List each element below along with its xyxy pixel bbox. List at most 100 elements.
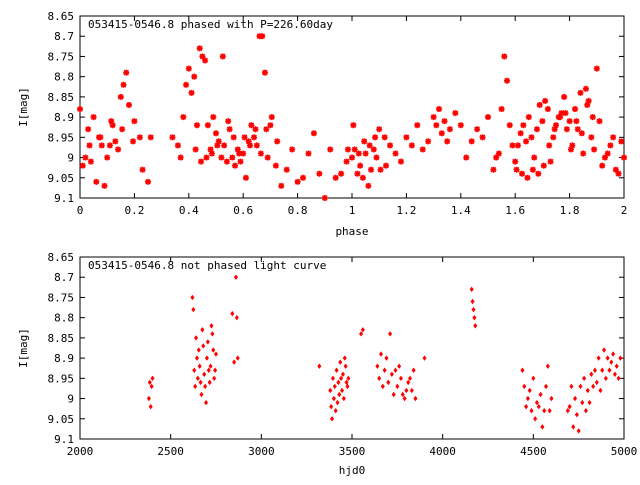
phased-data-points: [77, 33, 627, 201]
phased-data-point: [599, 162, 606, 169]
phased-data-point: [332, 174, 339, 181]
phased-data-point: [82, 154, 89, 161]
unphased-data-point: [533, 416, 538, 422]
unphased-y-axis-label: I[mag]: [17, 328, 30, 368]
phased-data-point: [93, 178, 100, 185]
unphased-data-point: [386, 379, 391, 386]
phased-light-curve-chart: 053415-0546.8 phased with P=226.60day ph…: [17, 10, 627, 238]
phased-data-point: [546, 142, 553, 149]
phased-data-point: [263, 126, 270, 133]
phased-data-point: [618, 138, 625, 145]
unphased-data-point: [522, 383, 527, 390]
phased-data-point: [192, 146, 199, 153]
phased-data-point: [289, 146, 296, 153]
unphased-data-point: [527, 387, 532, 394]
phased-data-point: [253, 142, 260, 149]
phased-data-point: [97, 134, 104, 141]
phased-data-point: [433, 122, 440, 129]
unphased-x-tick-label: 4000: [429, 445, 456, 458]
phased-y-tick-label: 8.65: [48, 10, 75, 23]
phased-data-point: [257, 150, 264, 157]
unphased-data-point: [195, 375, 200, 382]
unphased-data-point: [413, 395, 418, 402]
phased-y-tick-label: 9.1: [54, 192, 74, 205]
phased-data-point: [236, 150, 243, 157]
phased-data-point: [123, 69, 130, 76]
unphased-data-point: [589, 371, 594, 377]
phased-data-point: [221, 142, 228, 149]
phased-data-point: [104, 154, 111, 161]
unphased-data-point: [200, 327, 205, 333]
phased-data-point: [479, 134, 486, 141]
unphased-data-point: [471, 306, 476, 313]
phased-data-point: [408, 142, 415, 149]
unphased-x-tick-label: 3500: [339, 445, 366, 458]
unphased-data-point: [191, 306, 196, 313]
phased-data-point: [87, 158, 94, 165]
phased-data-point: [305, 150, 312, 157]
phased-x-tick-label: 0.4: [179, 204, 199, 217]
unphased-data-point: [233, 274, 238, 280]
unphased-data-point: [393, 367, 398, 373]
phased-data-point: [267, 122, 274, 129]
phased-data-point: [444, 138, 451, 145]
unphased-y-tick-label: 8.85: [48, 332, 75, 345]
unphased-data-point: [330, 416, 335, 422]
unphased-data-point: [232, 359, 237, 365]
phased-x-axis-label: phase: [335, 225, 368, 238]
unphased-data-point: [409, 387, 414, 394]
phased-data-point: [596, 118, 603, 125]
phased-data-point: [357, 162, 364, 169]
unphased-data-point: [612, 371, 617, 377]
phased-data-point: [558, 110, 565, 117]
unphased-data-point: [400, 391, 405, 398]
unphased-data-point: [329, 403, 334, 410]
phased-data-point: [321, 195, 328, 201]
phased-data-point: [218, 154, 225, 161]
phased-data-point: [490, 166, 497, 173]
unphased-data-point: [333, 407, 338, 414]
phased-data-point: [202, 57, 209, 64]
unphased-data-point: [208, 363, 213, 369]
unphased-data-point: [199, 391, 204, 398]
unphased-data-point: [204, 399, 209, 406]
phased-data-point: [425, 138, 432, 145]
unphased-data-point: [360, 327, 365, 333]
phased-data-point: [536, 101, 543, 108]
phased-data-point: [441, 118, 448, 125]
phased-data-point: [77, 106, 83, 113]
unphased-data-point: [391, 391, 396, 398]
unphased-data-points: [146, 274, 623, 434]
phased-data-point: [533, 126, 540, 133]
phased-data-point: [300, 174, 307, 181]
phased-data-point: [463, 154, 470, 161]
unphased-y-tick-label: 8.7: [54, 271, 74, 284]
unphased-data-point: [583, 407, 588, 414]
phased-data-point: [368, 166, 375, 173]
phased-data-point: [615, 170, 622, 177]
unphased-x-axis-label: hjd0: [339, 464, 366, 477]
phased-data-point: [207, 146, 214, 153]
unphased-data-point: [149, 383, 154, 390]
unphased-data-point: [576, 428, 581, 434]
unphased-data-point: [618, 355, 623, 361]
unphased-data-point: [603, 375, 608, 382]
phased-data-point: [174, 142, 181, 149]
phased-chart-title: 053415-0546.8 phased with P=226.60day: [88, 18, 333, 31]
phased-x-tick-label: 0.6: [233, 204, 253, 217]
unphased-data-point: [335, 399, 340, 406]
unphased-data-point: [525, 395, 530, 402]
unphased-data-point: [582, 375, 587, 382]
phased-data-point: [219, 53, 226, 60]
unphased-data-point: [378, 351, 384, 357]
phased-data-point: [115, 146, 122, 153]
unphased-data-point: [565, 407, 570, 414]
phased-data-point: [109, 122, 116, 129]
phased-data-point: [387, 142, 394, 149]
unphased-data-point: [534, 399, 539, 406]
phased-data-point: [232, 162, 239, 169]
phased-data-point: [524, 174, 531, 181]
phased-data-point: [601, 154, 608, 161]
unphased-data-point: [330, 375, 335, 382]
